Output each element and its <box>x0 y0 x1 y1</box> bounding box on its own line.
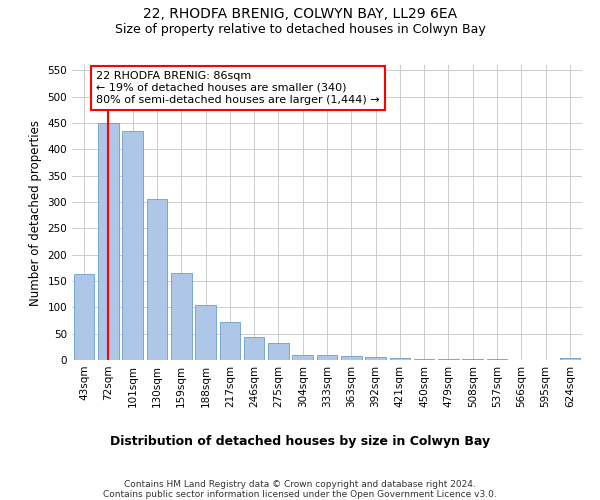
Bar <box>195 304 216 360</box>
Bar <box>171 273 191 360</box>
Bar <box>365 358 386 360</box>
Bar <box>220 322 240 360</box>
Bar <box>292 354 313 360</box>
Text: 22 RHODFA BRENIG: 86sqm
← 19% of detached houses are smaller (340)
80% of semi-d: 22 RHODFA BRENIG: 86sqm ← 19% of detache… <box>96 72 380 104</box>
Bar <box>122 131 143 360</box>
Bar <box>414 359 434 360</box>
Text: 22, RHODFA BRENIG, COLWYN BAY, LL29 6EA: 22, RHODFA BRENIG, COLWYN BAY, LL29 6EA <box>143 8 457 22</box>
Text: Size of property relative to detached houses in Colwyn Bay: Size of property relative to detached ho… <box>115 22 485 36</box>
Bar <box>560 358 580 360</box>
Y-axis label: Number of detached properties: Number of detached properties <box>29 120 42 306</box>
Bar <box>317 354 337 360</box>
Text: Contains HM Land Registry data © Crown copyright and database right 2024.
Contai: Contains HM Land Registry data © Crown c… <box>103 480 497 500</box>
Bar <box>341 356 362 360</box>
Bar <box>244 338 265 360</box>
Bar <box>389 358 410 360</box>
Bar <box>146 200 167 360</box>
Bar <box>74 274 94 360</box>
Bar <box>268 342 289 360</box>
Text: Distribution of detached houses by size in Colwyn Bay: Distribution of detached houses by size … <box>110 435 490 448</box>
Bar <box>98 123 119 360</box>
